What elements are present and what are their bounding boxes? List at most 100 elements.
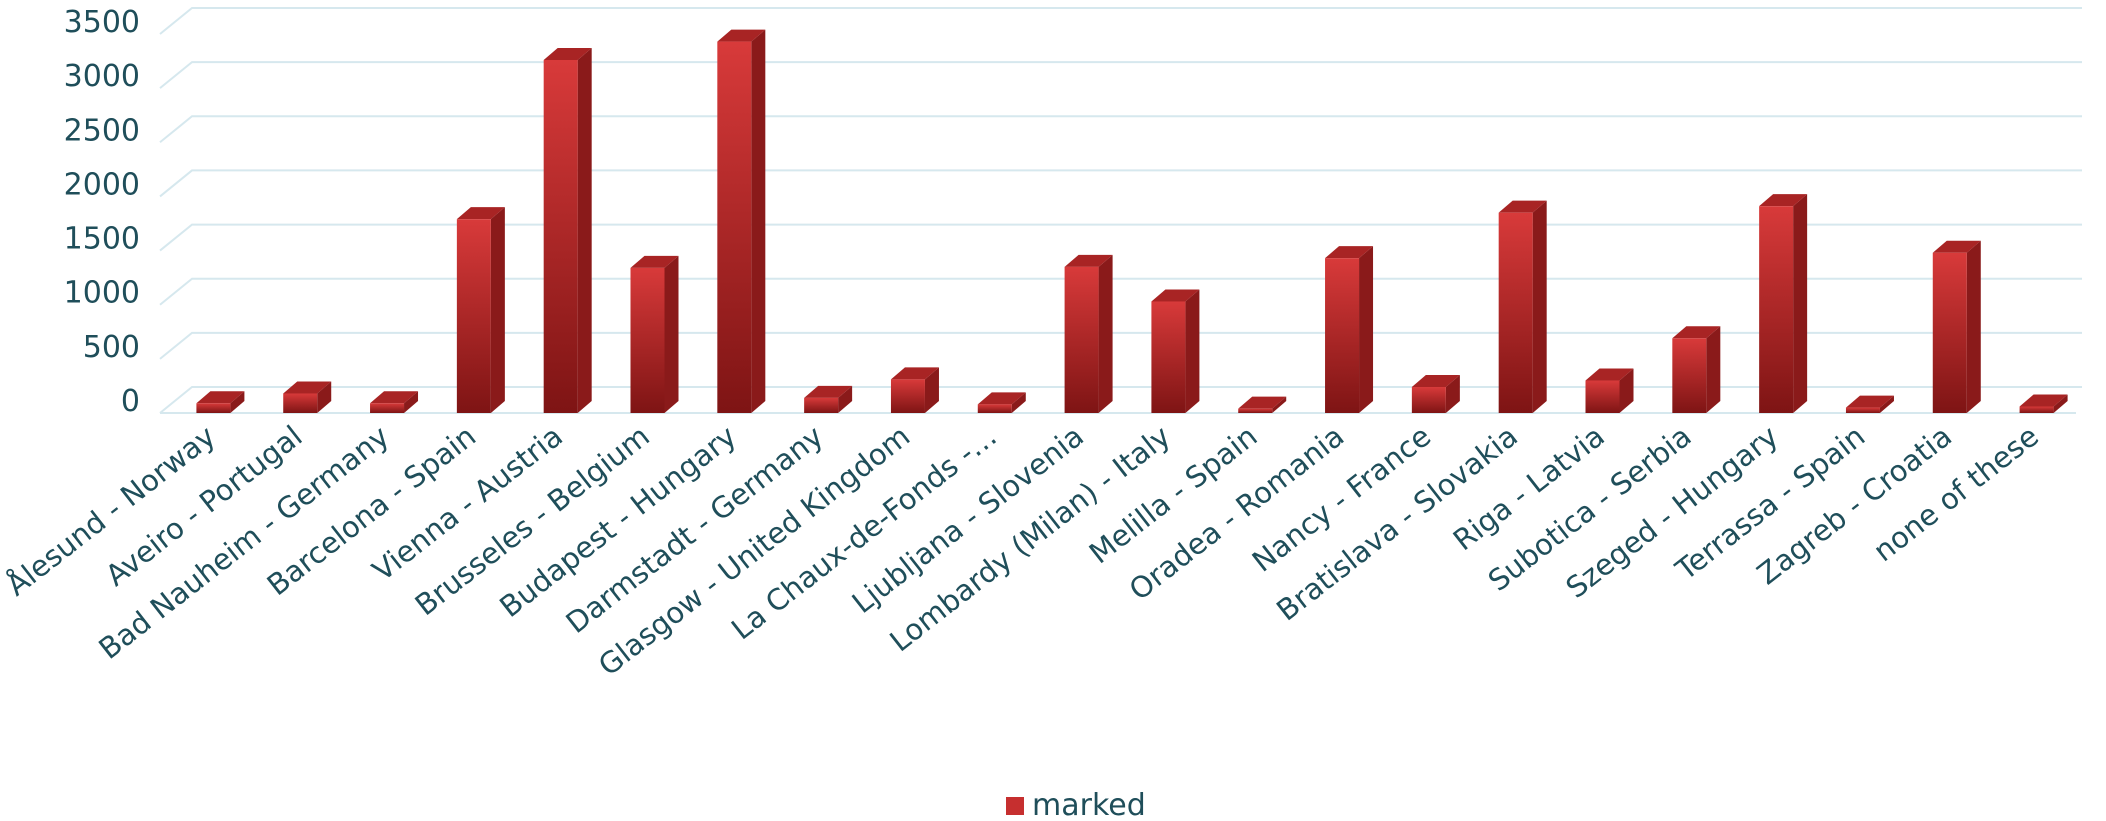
bar-top [1932, 240, 1981, 253]
bar-front [1498, 212, 1533, 413]
bar-top [196, 391, 245, 404]
y-tick-label: 0 [121, 384, 140, 419]
bar-top [1759, 194, 1808, 207]
bar-side [1011, 392, 1026, 413]
y-tick-label: 2000 [64, 167, 140, 202]
bar-side [751, 29, 766, 414]
bar [1151, 289, 1200, 413]
bar-front [1672, 338, 1707, 413]
bar-front [196, 403, 231, 413]
y-tick-label: 1000 [64, 276, 140, 311]
bar-top [1238, 396, 1287, 409]
bar [543, 47, 592, 413]
gridline [159, 223, 2082, 252]
bar-side [1706, 326, 1721, 413]
bar-front [804, 397, 839, 413]
bar [1845, 395, 1894, 413]
bar-top [1672, 326, 1721, 339]
bar-front [1932, 252, 1967, 413]
bar-top [1411, 375, 1460, 388]
bar-side [2053, 394, 2068, 413]
bar-side [230, 391, 245, 413]
bar-top [890, 367, 939, 380]
gridline [159, 7, 2082, 35]
bar-top [370, 391, 419, 404]
bar-front [977, 404, 1012, 413]
y-tick-label: 3500 [64, 5, 140, 40]
bar-top [1498, 200, 1547, 213]
bar [1932, 240, 1981, 413]
gridline [159, 277, 2082, 306]
bar-front [1064, 266, 1099, 413]
y-tick-label: 500 [83, 330, 140, 365]
gridline [159, 169, 2082, 198]
gridline [159, 115, 2082, 144]
bar [890, 367, 939, 413]
bar-side [1879, 395, 1894, 413]
y-tick-label: 3000 [64, 59, 140, 94]
bar-top [543, 47, 592, 60]
bar-side [1098, 254, 1113, 413]
bar-side [1359, 246, 1374, 413]
bar-front [630, 267, 665, 413]
bar-top [1151, 289, 1200, 302]
bar [977, 392, 1026, 413]
bar-top [1845, 395, 1894, 408]
bar [2019, 394, 2068, 413]
bar-front [1238, 408, 1273, 413]
bar [1672, 326, 1721, 413]
bar [1759, 194, 1808, 413]
bar-front [2019, 406, 2054, 413]
bar-side [1445, 375, 1460, 413]
bar-front [370, 403, 405, 413]
bar [1325, 246, 1374, 413]
bar-side [1272, 396, 1287, 413]
bar-side [404, 391, 419, 413]
bar-front [1411, 387, 1446, 413]
bar-side [1532, 200, 1547, 413]
bar-top [1585, 368, 1634, 381]
bar-top [283, 381, 332, 394]
legend-label: marked [1032, 788, 1146, 821]
bar-side [924, 367, 939, 413]
bar-side [1185, 289, 1200, 413]
gridline [159, 331, 2082, 360]
bar [1585, 368, 1634, 413]
bar [804, 385, 853, 413]
bar-top [717, 29, 766, 42]
bar [196, 391, 245, 413]
bar [283, 381, 332, 413]
bar [1498, 200, 1547, 413]
bar [630, 255, 679, 413]
bar [1411, 375, 1460, 413]
bar-top [630, 255, 679, 268]
bar-front [1325, 258, 1360, 413]
bar-front [1151, 301, 1186, 413]
bar-front [717, 41, 752, 414]
gridline [159, 61, 2082, 89]
y-tick-label: 2500 [64, 113, 140, 148]
bar-front [1585, 380, 1620, 413]
bar [1238, 396, 1287, 413]
bar-top [804, 385, 853, 398]
bar-top [977, 392, 1026, 405]
legend: marked [1006, 788, 1146, 821]
bar-side [838, 385, 853, 413]
bar [370, 391, 419, 413]
bar-top [1325, 246, 1374, 259]
y-axis-ticks: 0 500 1000 1500 2000 2500 3000 3500 [64, 5, 140, 419]
bar-side [664, 255, 679, 413]
bar-front [456, 219, 491, 413]
legend-swatch [1006, 797, 1024, 815]
bar [717, 29, 766, 414]
bar-front [283, 393, 318, 413]
bar [456, 207, 505, 413]
bar-top [2019, 394, 2068, 407]
bar-side [1619, 368, 1634, 413]
y-tick-label: 1500 [64, 222, 140, 257]
bar-top [456, 207, 505, 220]
bar-front [1845, 407, 1880, 413]
bar-side [317, 381, 332, 413]
bar-side [1966, 240, 1981, 413]
